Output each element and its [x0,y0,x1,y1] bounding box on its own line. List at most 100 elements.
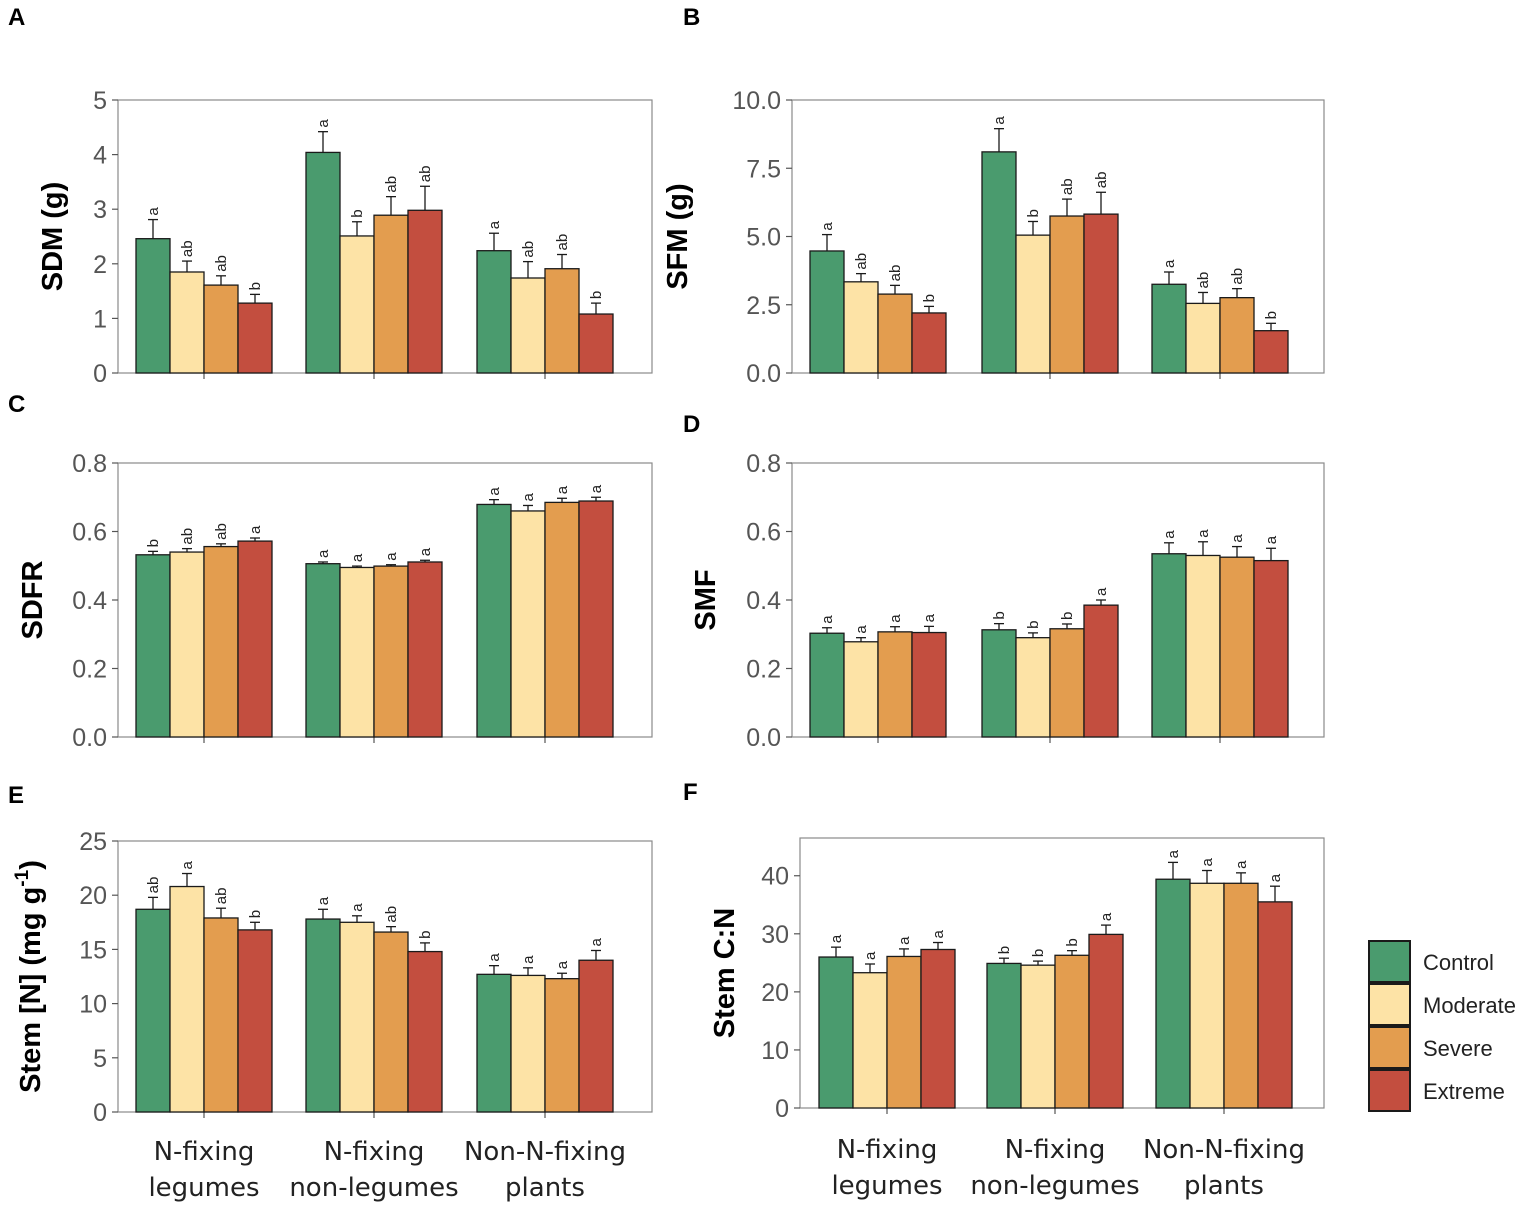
panel-b-bar-moderate-1 [843,281,879,374]
panel-a-ytick-label: 0 [93,360,107,388]
panel-d-sig-letter-control-1: a [819,615,836,624]
panel-c-ytick-label: 0.8 [72,450,107,478]
panel-c-bar-severe-2 [373,565,409,738]
panel-d: 0.0 0.2 0.4 0.6 0.8 D SMF a b a a b a a b a a a a [683,411,1325,752]
panel-f-sig-letter-severe-3: a [1233,860,1250,869]
panel-a-sig-letter-extreme-3: b [588,291,605,299]
legend: Control Moderate Severe Extreme [1368,940,1516,1112]
panel-b-bar-extreme-3 [1253,330,1289,374]
panel-f-ylabel: Stem C:N [709,908,741,1039]
panel-d-ytick-label: 0.0 [746,724,781,752]
panel-d-bar-moderate-2 [1015,637,1051,738]
panel-b-bar-extreme-1 [911,312,947,374]
x-category-label-line1: Non-N-fixing [464,1137,626,1167]
panel-b-ytick-label: 2.5 [746,292,781,320]
panel-f-ytick-label: 40 [761,863,789,891]
panel-b-ytick-label: 5.0 [746,224,781,252]
panel-f-bar-severe-3 [1223,882,1259,1109]
panel-e-bar-control-2 [305,918,341,1113]
panel-c-sig-letter-moderate-3: a [520,492,537,501]
panel-a-sig-letter-extreme-1: b [247,282,264,290]
panel-a-sig-letter-severe-1: ab [213,255,230,272]
panel-b-bar-moderate-3 [1185,302,1221,374]
panel-e-sig-letter-moderate-2: a [349,903,366,912]
panel-d-sig-letter-moderate-1: a [853,625,870,634]
panel-a-letter: A [8,4,25,31]
panel-e-letter: E [8,782,24,809]
panel-f-sig-letter-extreme-2: a [1098,912,1115,921]
panel-e-bar-control-1 [135,908,171,1113]
panel-e-sig-letter-extreme-3: a [588,937,605,946]
panel-a-bar-control-2 [305,151,341,374]
panel-c-bar-extreme-2 [407,561,443,738]
panel-a-ytick-label: 3 [93,196,107,224]
panel-a-bar-moderate-2 [339,235,375,374]
panel-e-bar-moderate-2 [339,921,375,1113]
panel-b-sig-letter-extreme-1: b [921,294,938,302]
panel-a-sig-letter-moderate-1: ab [179,240,196,257]
panel-f-ytick-label: 30 [761,921,789,949]
panel-d-bar-moderate-1 [843,641,879,738]
panel-f-letter: F [683,779,698,806]
panel-b-ytick-label: 10.0 [732,87,781,115]
panel-b-sig-letter-severe-3: ab [1229,268,1246,285]
legend-swatch-severe [1368,1026,1411,1069]
x-category-label-line2: legumes [831,1171,942,1201]
panel-b-sig-letter-control-3: a [1161,259,1178,268]
x-category-label-line2: plants [1184,1171,1264,1201]
panel-e-sig-letter-control-1: ab [145,877,162,894]
panel-b-sig-letter-moderate-3: ab [1195,272,1212,289]
x-category-label-line2: non-legumes [970,1171,1139,1201]
x-category-label-line2: non-legumes [289,1173,458,1203]
panel-f-bar-control-2 [986,962,1022,1109]
panel-e-bar-severe-2 [373,931,409,1113]
panel-c-sig-letter-severe-3: a [554,485,571,494]
panel-c-letter: C [8,391,25,418]
panel-e-ytick-label: 5 [93,1045,107,1073]
panel-e-bar-extreme-2 [407,950,443,1113]
panel-e-bar-extreme-3 [578,959,614,1113]
panel-d-sig-letter-severe-3: a [1229,534,1246,543]
panel-c-bar-control-3 [476,503,512,738]
panel-e-sig-letter-severe-1: ab [213,888,230,905]
panel-e-bar-moderate-3 [510,974,546,1113]
panel-c-bar-moderate-2 [339,566,375,738]
panel-e-bar-control-3 [476,973,512,1113]
panel-a-sig-letter-control-2: a [315,119,332,128]
panel-b-bar-extreme-2 [1083,213,1119,374]
legend-swatch-extreme [1368,1069,1411,1112]
panel-f-sig-letter-severe-1: a [896,936,913,945]
panel-d-sig-letter-moderate-3: a [1195,529,1212,538]
panel-e-sig-letter-extreme-2: b [417,931,434,939]
panel-c-sig-letter-severe-1: ab [213,523,230,540]
panel-c-bar-control-2 [305,563,341,738]
panel-d-bar-moderate-3 [1185,554,1221,738]
panel-c-ytick-label: 0.4 [72,587,107,615]
panel-d-bar-extreme-2 [1083,604,1119,738]
panel-c-sig-letter-control-1: b [145,539,162,547]
panel-b-bar-control-1 [809,250,845,374]
panel-b-letter: B [683,4,700,31]
panel-a-bar-severe-1 [203,284,239,374]
panel-f-sig-letter-moderate-3: a [1199,858,1216,867]
panel-e-sig-letter-moderate-1: a [179,861,196,870]
panel-a-bar-moderate-3 [510,277,546,374]
panel-d-bar-control-2 [981,629,1017,738]
panel-b-sig-letter-extreme-3: b [1263,311,1280,319]
panel-d-bar-extreme-3 [1253,559,1289,738]
panel-a-ylabel: SDM (g) [37,182,69,292]
panel-b-sig-letter-moderate-2: b [1025,209,1042,217]
panel-f-sig-letter-control-1: a [828,934,845,943]
panel-e-sig-letter-severe-3: a [554,960,571,969]
panel-c-ylabel: SDFR [17,560,49,639]
panel-e-bar-extreme-1 [237,929,273,1113]
panel-c-sig-letter-extreme-2: a [417,547,434,556]
panel-c-sig-letter-control-2: a [315,549,332,558]
x-category-label-line2: plants [505,1173,585,1203]
panel-c-ytick-label: 0.2 [72,656,107,684]
panel-e-bar-moderate-1 [169,885,205,1113]
